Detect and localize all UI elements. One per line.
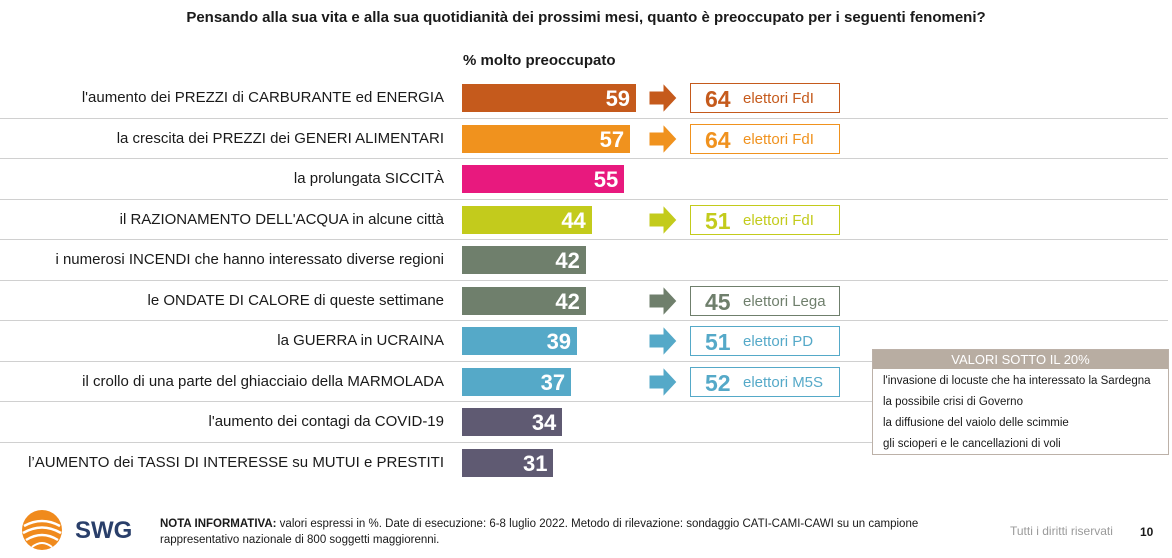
rights-text: Tutti i diritti riservati (1010, 524, 1113, 538)
category-label: i numerosi INCENDI che hanno interessato… (55, 251, 444, 268)
arrow-icon (648, 203, 678, 236)
callout-label: elettori PD (743, 333, 814, 350)
bar (462, 448, 554, 477)
callout-value: 45 (705, 288, 731, 315)
category-label: la GUERRA in UCRAINA (277, 332, 444, 349)
callout-value: 52 (705, 369, 731, 396)
below-20-panel: VALORI SOTTO IL 20% l'invasione di locus… (872, 349, 1169, 455)
category-label: il RAZIONAMENTO DELL'ACQUA in alcune cit… (119, 210, 444, 228)
category-label: la crescita dei PREZZI dei GENERI ALIMEN… (116, 129, 444, 147)
voter-callout: 51 elettori PD (690, 326, 840, 356)
bar-value-label: 37 (540, 369, 566, 395)
arrow-icon (648, 284, 678, 317)
bar-value-label: 39 (546, 329, 572, 354)
category-label: l’AUMENTO dei TASSI DI INTERESSE su MUTU… (28, 453, 444, 471)
voter-callout: 52 elettori M5S (690, 366, 840, 397)
bar-value-label: 42 (555, 288, 580, 314)
bar (462, 327, 578, 355)
bar-value-label: 55 (593, 167, 619, 192)
below-20-header: VALORI SOTTO IL 20% (873, 350, 1168, 369)
arrow-icon (648, 325, 678, 357)
category-label: l'aumento dei contagi da COVID-19 (208, 413, 445, 430)
row-separator (0, 441, 1168, 443)
callout-value: 64 (705, 126, 731, 153)
bar-value-label: 59 (605, 86, 631, 111)
callout-label: elettori FdI (743, 211, 814, 229)
callout-value: 51 (705, 329, 731, 355)
bar (462, 84, 637, 112)
logo-text: SWG (75, 517, 133, 544)
callout-label: elettori FdI (743, 90, 814, 107)
bar-value-label: 44 (561, 207, 586, 233)
below-20-item: gli scioperi e le cancellazioni di voli (883, 438, 1061, 450)
arrow-icon (648, 365, 678, 398)
bar (462, 367, 572, 396)
note-text: valori espressi in %. Date di esecuzione… (160, 518, 919, 546)
row-separator (0, 279, 1168, 281)
arrow-icon (648, 122, 678, 155)
bar-value-label: 57 (599, 126, 625, 152)
row-separator (0, 320, 1168, 321)
category-label: il crollo di una parte del ghiacciaio de… (82, 372, 444, 390)
callout-label: elettori M5S (743, 373, 824, 391)
swg-logo-icon (22, 510, 62, 550)
bar (462, 408, 563, 436)
bar-value-label: 42 (555, 248, 580, 273)
below-20-item: l'invasione di locuste che ha interessat… (883, 375, 1151, 387)
category-label: le ONDATE DI CALORE di queste settimane (147, 291, 445, 309)
category-label: la prolungata SICCITÀ (293, 170, 444, 187)
below-20-item: la possibile crisi di Governo (883, 396, 1023, 408)
voter-callout: 51 elettori FdI (690, 204, 840, 235)
bar (462, 165, 625, 193)
voter-callout: 45 elettori Lega (690, 285, 840, 316)
callout-value: 51 (705, 207, 731, 234)
callout-label: elettori Lega (743, 292, 826, 310)
chart-subtitle: % molto preoccupato (463, 52, 616, 69)
row-separator (0, 198, 1168, 200)
bar (462, 246, 586, 274)
row-separator (0, 401, 1168, 402)
row-separator (0, 158, 1168, 159)
row-separator (0, 239, 1168, 240)
row-separator (0, 360, 1168, 362)
below-20-item: la diffusione del vaiolo delle scimmie (883, 417, 1069, 429)
chart-title: Pensando alla sua vita e alla sua quotid… (186, 9, 986, 26)
arrow-icon (648, 82, 678, 114)
bar (462, 205, 592, 234)
voter-callout: 64 elettori FdI (690, 123, 840, 154)
callout-label: elettori FdI (743, 130, 814, 148)
bar (462, 286, 586, 315)
note-label: NOTA INFORMATIVA: (160, 518, 277, 530)
footnote: NOTA INFORMATIVA: valori espressi in %. … (160, 516, 970, 548)
row-separator (0, 117, 1168, 119)
bar (462, 124, 631, 153)
page-number: 10 (1140, 525, 1154, 539)
voter-callout: 64 elettori FdI (690, 83, 840, 113)
callout-value: 64 (705, 86, 731, 112)
category-label: l'aumento dei PREZZI di CARBURANTE ed EN… (81, 89, 444, 106)
bar-value-label: 34 (531, 410, 557, 435)
bar-value-label: 31 (522, 450, 548, 476)
